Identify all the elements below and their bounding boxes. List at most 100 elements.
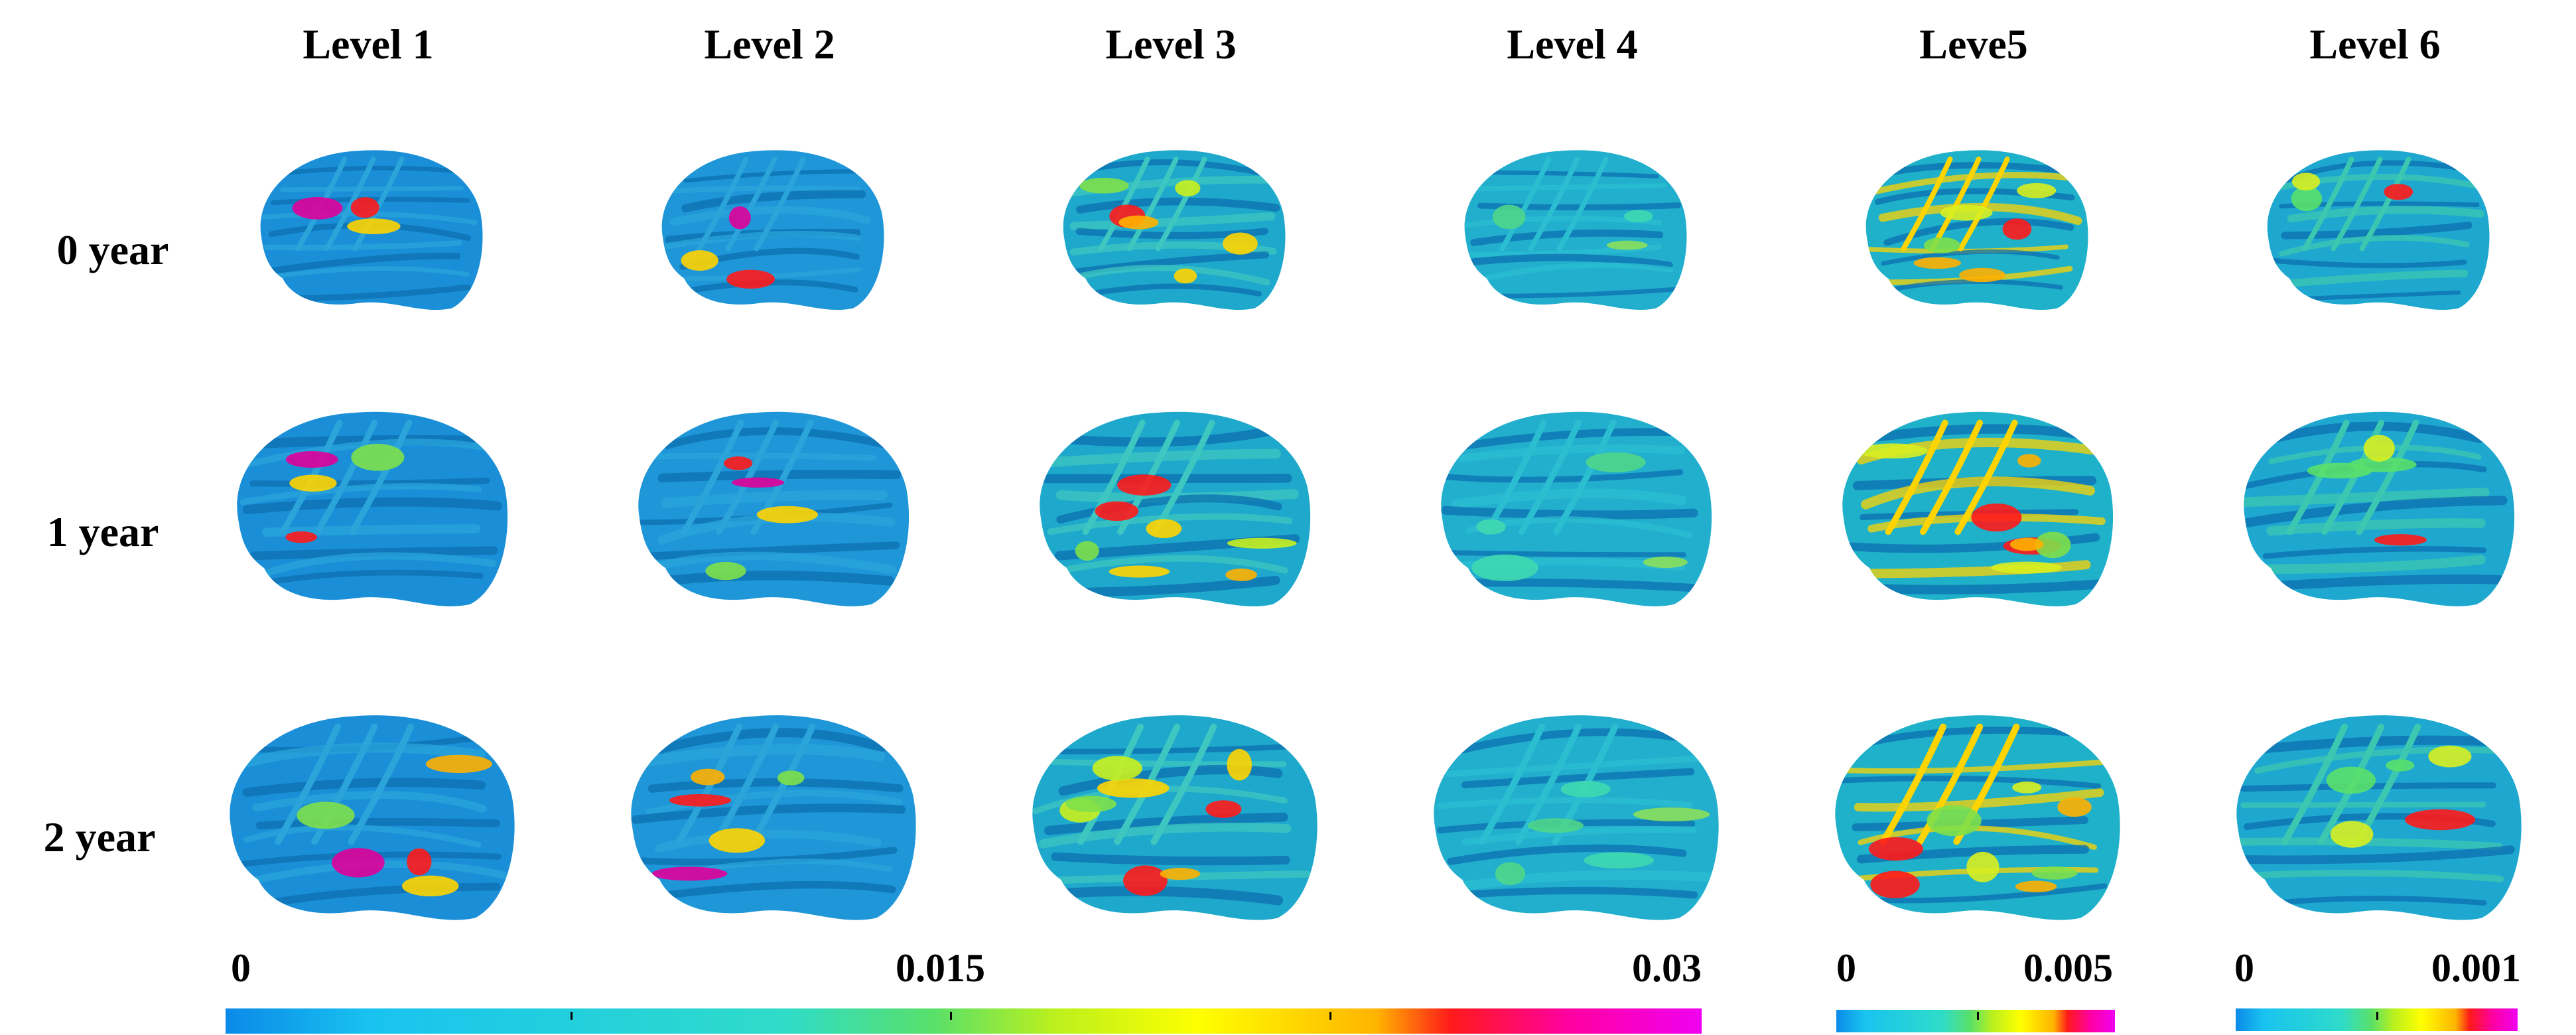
gyrus-stroke [260,252,461,276]
activation-hotspot [2307,462,2372,479]
activation-hotspot [2291,172,2320,191]
brain-surface-row1-col1 [638,411,909,606]
gyrus-stroke [1475,183,1666,192]
activation-hotspot [1966,851,2000,882]
gyrus-stroke [1064,265,1270,286]
gyrus-stroke [249,477,490,487]
column-title-level-3: Level 3 [1105,21,1237,68]
activation-hotspot [2386,759,2415,772]
column-title-level-5: Leve5 [1919,21,2028,68]
activation-hotspot [2016,183,2056,198]
sulcus-stroke [1556,157,1609,251]
activation-hotspot [709,828,766,853]
sulcus-stroke [352,157,405,251]
sulcus-stroke [1155,157,1207,251]
gyrus-stroke [647,778,904,793]
activation-hotspot [705,561,746,581]
gyrus-stroke [243,439,493,468]
brain-surface-row2-col4 [1835,715,2120,920]
gyrus-stroke [654,829,882,853]
gyrus-stroke [1469,253,1673,269]
sulcus-stroke [1880,723,1946,845]
activation-hotspot [1940,204,1993,221]
activation-hotspot [425,754,493,774]
activation-hotspot [651,866,728,881]
gyrus-stroke [1452,428,1679,451]
brain-surface-row2-col5 [2236,715,2522,920]
gyrus-stroke [1849,726,2104,750]
gyrus-stroke [242,778,486,797]
brain-surface-row1-col0 [236,411,508,606]
gyrus-stroke [1440,506,1698,519]
activation-hotspot [1958,267,2005,283]
sulcus-stroke [2331,157,2383,251]
gyrus-stroke [1032,886,1284,906]
gyrus-stroke [643,452,876,461]
gyrus-stroke [2270,269,2468,289]
gyrus-stroke [1859,509,2078,521]
activation-hotspot [2428,745,2472,768]
activation-hotspot [1160,868,1201,880]
brain-surface-row2-col0 [230,715,515,920]
activation-hotspot [2330,821,2374,848]
brain-surface-row2-col2 [1032,715,1318,920]
column-title-level-4: Level 4 [1507,21,1638,68]
activation-hotspot [2383,184,2413,200]
gyrus-stroke [242,497,502,515]
gyrus-stroke [1058,764,1283,796]
brain-surface-row2-col1 [631,715,916,920]
gyrus-stroke [1849,424,2094,445]
gyrus-stroke [1457,444,1685,463]
gyrus-stroke [1448,870,1714,893]
sulcus-stroke [1098,157,1150,251]
activation-hotspot [1097,778,1170,798]
activation-hotspot [1117,474,1171,496]
gyrus-stroke [631,803,906,824]
activation-hotspot [2015,880,2057,892]
gyrus-stroke [279,186,464,192]
colorbar-1-max-label: 0.03 [1632,946,1702,990]
activation-hotspot [1092,756,1142,781]
gyrus-stroke [1449,550,1686,557]
activation-hotspot [723,456,752,470]
gyrus-stroke [245,569,484,588]
row-label-0-year: 0 year [56,226,169,273]
activation-hotspot [1560,780,1611,797]
activation-hotspot [2012,781,2042,794]
sulcus-stroke [1917,723,1984,845]
colorbar-2 [1836,1010,2115,1032]
colorbar-2-max-label: 0.005 [2023,946,2113,990]
activation-hotspot [731,477,784,488]
activation-hotspot [1079,178,1128,194]
sulcus-stroke [2355,419,2419,535]
sulcus-stroke [1082,419,1146,535]
activation-hotspot [1585,452,1646,472]
brain-surface-row1-col3 [1440,411,1712,606]
gyrus-stroke [2262,546,2486,559]
gyrus-stroke [2253,421,2484,447]
colorbar-3-tick [2376,1012,2378,1020]
gyrus-stroke [1844,560,2091,579]
activation-hotspot [1633,807,1710,821]
sulcus-stroke [1479,723,1545,845]
gyrus-stroke [1852,883,2108,904]
sulcus-stroke [1518,419,1582,535]
gyrus-stroke [1059,742,1311,755]
brain-surface-row1-col2 [1039,411,1310,606]
gyrus-stroke [2262,555,2486,575]
activation-hotspot [1927,805,1982,837]
activation-hotspot [1870,870,1920,898]
sulcus-stroke [1515,723,1582,845]
gyrus-stroke [1840,758,2112,774]
sulcus-stroke [1151,419,1215,535]
activation-hotspot [1227,537,1297,549]
sulcus-stroke [1901,157,1953,251]
sulcus-stroke [712,723,780,845]
colorbar-2-min-label: 0 [1836,946,1856,990]
activation-hotspot [1205,800,1242,818]
gyrus-stroke [252,791,487,813]
gyrus-stroke [1461,826,1697,846]
gyrus-stroke [631,880,896,904]
activation-hotspot [669,794,732,807]
colorbar-1-tick [950,1012,952,1020]
